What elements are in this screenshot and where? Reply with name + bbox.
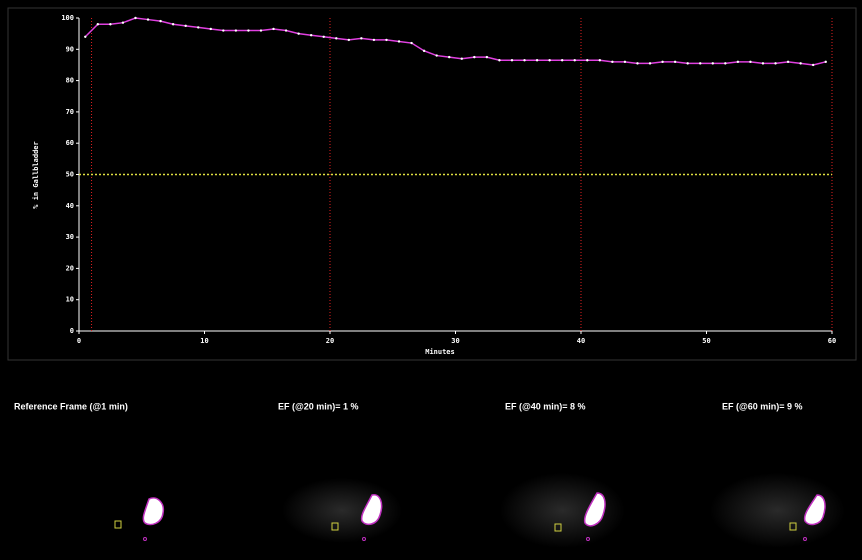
- y-tick-label: 100: [61, 14, 74, 22]
- data-point: [498, 59, 500, 61]
- data-point: [159, 20, 161, 22]
- data-point: [184, 25, 186, 27]
- data-point: [410, 42, 412, 44]
- data-point: [172, 23, 174, 25]
- data-point: [548, 59, 550, 61]
- screen: Minutes % in Gallbladder Reference Frame…: [0, 0, 862, 560]
- data-point: [661, 61, 663, 63]
- data-point: [122, 21, 124, 23]
- data-point: [348, 39, 350, 41]
- data-point: [486, 56, 488, 58]
- chart-frame: [8, 8, 856, 360]
- data-point: [686, 62, 688, 64]
- data-point: [825, 61, 827, 63]
- data-point: [197, 26, 199, 28]
- data-point: [97, 23, 99, 25]
- data-point: [260, 29, 262, 31]
- x-tick-label: 40: [577, 337, 585, 345]
- y-tick-label: 10: [66, 296, 74, 304]
- y-tick-label: 20: [66, 264, 74, 272]
- data-point: [310, 34, 312, 36]
- page: {"chart_data": {"type": "line", "xlabel"…: [0, 0, 862, 560]
- data-point: [147, 18, 149, 20]
- y-tick-label: 80: [66, 77, 74, 85]
- data-point: [473, 56, 475, 58]
- data-point: [398, 40, 400, 42]
- scan-image: [710, 473, 845, 548]
- data-point: [272, 28, 274, 30]
- data-point: [323, 36, 325, 38]
- annotation: EF (@60 min)= 9 %: [722, 401, 803, 411]
- data-point: [360, 37, 362, 39]
- annotation: EF (@20 min)= 1 %: [278, 401, 359, 411]
- x-tick-label: 30: [451, 337, 459, 345]
- data-point: [599, 59, 601, 61]
- data-point: [586, 59, 588, 61]
- data-point: [624, 61, 626, 63]
- data-point: [674, 61, 676, 63]
- y-axis-label: % in Gallbladder: [32, 141, 40, 208]
- data-point: [787, 61, 789, 63]
- data-point: [536, 59, 538, 61]
- y-tick-label: 30: [66, 233, 74, 241]
- x-axis-label: Minutes: [425, 348, 455, 356]
- data-point: [812, 64, 814, 66]
- data-point: [699, 62, 701, 64]
- data-point: [574, 59, 576, 61]
- data-line: [85, 18, 825, 65]
- data-point: [435, 54, 437, 56]
- y-tick-label: 70: [66, 108, 74, 116]
- data-point: [461, 57, 463, 59]
- data-point: [712, 62, 714, 64]
- x-tick-label: 20: [326, 337, 334, 345]
- data-point: [235, 29, 237, 31]
- y-tick-label: 50: [66, 171, 74, 179]
- data-point: [448, 56, 450, 58]
- data-point: [84, 36, 86, 38]
- data-point: [134, 17, 136, 19]
- data-point: [385, 39, 387, 41]
- data-point: [561, 59, 563, 61]
- data-point: [423, 50, 425, 52]
- data-point: [222, 29, 224, 31]
- data-point: [373, 39, 375, 41]
- y-tick-label: 90: [66, 45, 74, 53]
- x-tick-label: 50: [702, 337, 710, 345]
- data-point: [247, 29, 249, 31]
- x-tick-label: 10: [200, 337, 208, 345]
- data-point: [774, 62, 776, 64]
- scan-image: [282, 478, 402, 543]
- data-point: [649, 62, 651, 64]
- data-point: [611, 61, 613, 63]
- annotation: EF (@40 min)= 8 %: [505, 401, 586, 411]
- data-point: [749, 61, 751, 63]
- data-point: [724, 62, 726, 64]
- data-point: [799, 62, 801, 64]
- data-point: [285, 29, 287, 31]
- data-point: [210, 28, 212, 30]
- y-tick-label: 0: [70, 327, 74, 335]
- data-point: [297, 32, 299, 34]
- data-point: [636, 62, 638, 64]
- x-tick-label: 0: [77, 337, 81, 345]
- scan-images: [115, 473, 845, 548]
- data-point: [335, 37, 337, 39]
- data-point: [737, 61, 739, 63]
- y-tick-label: 60: [66, 139, 74, 147]
- data-point: [762, 62, 764, 64]
- data-point: [511, 59, 513, 61]
- annotation: Reference Frame (@1 min): [14, 401, 128, 411]
- x-tick-label: 60: [828, 337, 836, 345]
- data-point: [523, 59, 525, 61]
- scan-image: [115, 498, 163, 541]
- scan-image: [500, 473, 625, 548]
- y-tick-label: 40: [66, 202, 74, 210]
- data-point: [109, 23, 111, 25]
